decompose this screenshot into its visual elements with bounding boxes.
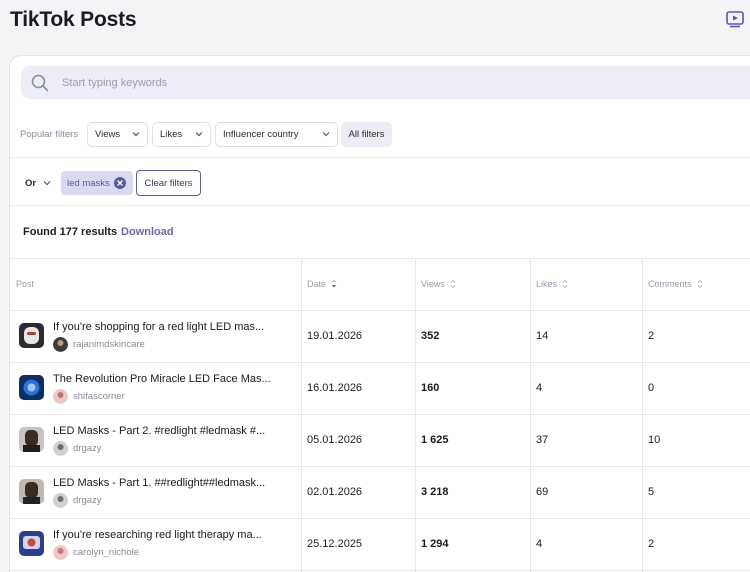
column-header-likes-label: Likes: [536, 279, 558, 289]
post-title[interactable]: LED Masks - Part 1. ##redlight##ledmask.…: [53, 477, 266, 489]
keyword-chip-label: led masks: [67, 177, 110, 189]
column-header-views[interactable]: Views: [421, 279, 456, 289]
author-name[interactable]: drgazy: [73, 495, 102, 506]
row-divider: [10, 570, 750, 571]
likes-cell: 37: [536, 434, 549, 446]
popular-filters-label: Popular filters: [20, 129, 79, 140]
avatar: [53, 441, 68, 456]
chevron-down-icon: [43, 181, 51, 186]
post-thumbnail[interactable]: [19, 479, 44, 504]
download-link[interactable]: Download: [121, 226, 174, 238]
views-cell: 352: [421, 330, 440, 342]
influencer-country-dropdown[interactable]: Influencer country: [215, 122, 338, 147]
views-cell: 1 294: [421, 538, 449, 550]
post-title[interactable]: If you're researching red light therapy …: [53, 529, 262, 541]
column-header-post-label: Post: [16, 279, 35, 289]
date-cell: 16.01.2026: [307, 382, 363, 394]
date-cell: 02.01.2026: [307, 486, 363, 498]
all-filters-label: All filters: [348, 129, 385, 140]
post-thumbnail[interactable]: [19, 323, 44, 348]
post-thumbnail[interactable]: [19, 375, 44, 400]
author-name[interactable]: carolyn_nichole: [73, 547, 140, 558]
column-divider: [530, 258, 531, 572]
author-name[interactable]: shifascorner: [73, 391, 125, 402]
column-header-comments-label: Comments: [648, 279, 692, 289]
column-header-date[interactable]: Date: [307, 279, 337, 289]
influencer-country-label: Influencer country: [223, 129, 299, 140]
column-header-comments[interactable]: Comments: [648, 279, 703, 289]
results-count: Found 177 results: [23, 226, 118, 238]
chevron-down-icon: [132, 132, 140, 137]
author-name[interactable]: drgazy: [73, 443, 102, 454]
date-cell: 05.01.2026: [307, 434, 363, 446]
likes-filter-dropdown[interactable]: Likes: [152, 122, 211, 147]
keyword-chip: led masks: [61, 171, 133, 195]
table-top-border: [10, 258, 750, 259]
header-divider: [10, 310, 750, 311]
divider: [10, 157, 750, 158]
column-divider: [415, 258, 416, 572]
likes-filter-label: Likes: [160, 129, 183, 140]
chevron-down-icon: [195, 132, 203, 137]
comments-cell: 2: [648, 330, 655, 342]
comments-cell: 2: [648, 538, 655, 550]
post-title[interactable]: The Revolution Pro Miracle LED Face Mas.…: [53, 373, 271, 385]
search-input[interactable]: [62, 66, 742, 99]
video-tutorial-icon[interactable]: [726, 11, 744, 28]
chevron-down-icon: [322, 132, 330, 137]
row-divider: [10, 466, 750, 467]
column-divider: [301, 258, 302, 572]
views-filter-label: Views: [95, 129, 121, 140]
operator-label: Or: [25, 177, 37, 189]
comments-cell: 0: [648, 382, 655, 394]
all-filters-button[interactable]: All filters: [341, 122, 392, 147]
row-divider: [10, 518, 750, 519]
author-name[interactable]: rajanimdskincare: [73, 339, 145, 350]
post-title[interactable]: LED Masks - Part 2. #redlight #ledmask #…: [53, 425, 266, 437]
column-header-date-label: Date: [307, 279, 327, 289]
column-divider: [642, 258, 643, 572]
post-title[interactable]: If you're shopping for a red light LED m…: [53, 321, 265, 333]
sort-icon: [562, 280, 568, 288]
sort-icon: [697, 280, 702, 288]
sort-icon: [450, 280, 456, 288]
likes-cell: 14: [536, 330, 549, 342]
views-cell: 1 625: [421, 434, 449, 446]
column-header-likes[interactable]: Likes: [536, 279, 568, 289]
operator-select[interactable]: Or: [21, 171, 59, 195]
clear-filters-label: Clear filters: [144, 177, 193, 189]
close-icon[interactable]: [114, 177, 126, 189]
avatar: [53, 545, 68, 560]
page-title: TikTok Posts: [10, 8, 137, 31]
sort-desc-icon: [331, 280, 337, 288]
search-icon: [31, 74, 49, 92]
column-header-views-label: Views: [421, 279, 445, 289]
comments-cell: 5: [648, 486, 655, 498]
divider: [10, 205, 750, 206]
avatar: [53, 493, 68, 508]
date-cell: 25.12.2025: [307, 538, 363, 550]
avatar: [53, 389, 68, 404]
views-cell: 160: [421, 382, 440, 394]
views-cell: 3 218: [421, 486, 449, 498]
post-thumbnail[interactable]: [19, 531, 44, 556]
likes-cell: 4: [536, 538, 543, 550]
column-header-post: Post: [16, 279, 34, 289]
post-thumbnail[interactable]: [19, 427, 44, 452]
comments-cell: 10: [648, 434, 661, 446]
likes-cell: 4: [536, 382, 543, 394]
date-cell: 19.01.2026: [307, 330, 363, 342]
likes-cell: 69: [536, 486, 549, 498]
row-divider: [10, 362, 750, 363]
row-divider: [10, 414, 750, 415]
avatar: [53, 337, 68, 352]
clear-filters-button[interactable]: Clear filters: [136, 170, 201, 196]
views-filter-dropdown[interactable]: Views: [87, 122, 148, 147]
